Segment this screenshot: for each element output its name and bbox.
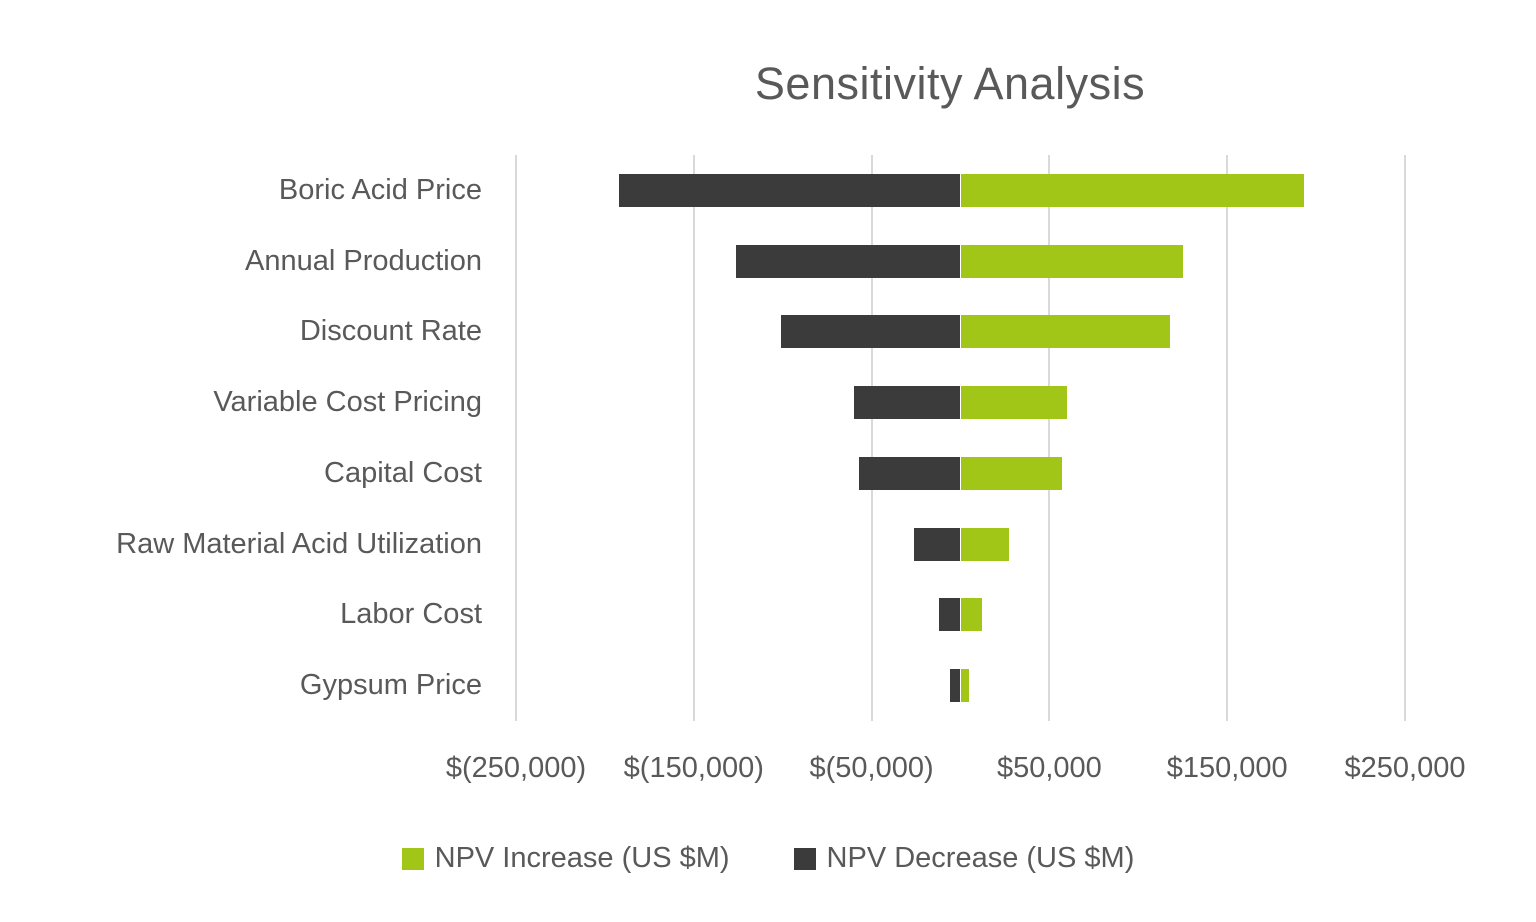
y-axis-category-labels: Boric Acid Price Annual Production Discoun… bbox=[0, 155, 482, 721]
bar-npv-decrease bbox=[619, 173, 961, 207]
x-axis-tick-label: $(250,000) bbox=[445, 752, 587, 784]
category-label: Labor Cost bbox=[340, 598, 482, 631]
gridline bbox=[1226, 155, 1229, 721]
bar-npv-increase bbox=[960, 315, 1171, 349]
legend-item: NPV Decrease (US $M) bbox=[793, 842, 1135, 875]
bar-npv-increase bbox=[960, 527, 1009, 561]
gridline bbox=[1048, 155, 1051, 721]
bar-npv-increase bbox=[960, 669, 970, 703]
bar-npv-decrease bbox=[939, 598, 961, 632]
bar-npv-increase bbox=[960, 386, 1068, 420]
bar-npv-decrease bbox=[780, 315, 961, 349]
legend-label: NPV Increase (US $M) bbox=[434, 842, 730, 874]
legend-swatch-icon bbox=[793, 847, 816, 870]
category-label: Gypsum Price bbox=[299, 669, 482, 702]
legend-item: NPV Increase (US $M) bbox=[401, 842, 730, 875]
bar-npv-increase bbox=[960, 244, 1183, 278]
chart-title: Sensitivity Analysis bbox=[754, 58, 1146, 109]
category-label: Annual Production bbox=[245, 244, 482, 277]
x-axis-tick-label: $50,000 bbox=[996, 752, 1102, 784]
bar-npv-increase bbox=[960, 598, 982, 632]
x-axis-tick-label: $(150,000) bbox=[623, 752, 764, 784]
legend-swatch-icon bbox=[401, 847, 424, 870]
x-axis-tick-label: $(50,000) bbox=[809, 752, 934, 784]
bar-npv-increase bbox=[960, 173, 1304, 207]
bar-npv-increase bbox=[960, 456, 1062, 490]
bar-npv-decrease bbox=[914, 527, 961, 561]
category-label: Variable Cost Pricing bbox=[213, 386, 482, 419]
bar-npv-decrease bbox=[853, 386, 961, 420]
category-label: Raw Material Acid Utilization bbox=[116, 527, 482, 560]
bar-npv-decrease bbox=[859, 456, 961, 490]
legend-label: NPV Decrease (US $M) bbox=[826, 842, 1135, 874]
gridline bbox=[1404, 155, 1406, 721]
category-label: Capital Cost bbox=[324, 456, 482, 489]
x-axis-tick-label: $150,000 bbox=[1166, 752, 1288, 784]
plot-area bbox=[515, 155, 1406, 721]
gridline bbox=[515, 155, 517, 721]
gridline bbox=[870, 155, 873, 721]
category-label: Discount Rate bbox=[299, 315, 482, 348]
bar-npv-decrease bbox=[949, 669, 961, 703]
bar-npv-decrease bbox=[736, 244, 961, 278]
x-axis-tick-label: $250,000 bbox=[1344, 752, 1466, 784]
x-axis-tick-labels: $(250,000) $(150,000) $(50,000) $50,000 $150… bbox=[0, 752, 1536, 796]
gridline bbox=[692, 155, 695, 721]
chart-legend: NPV Increase (US $M) NPV Decrease (US $M) bbox=[0, 842, 1536, 875]
category-label: Boric Acid Price bbox=[278, 173, 482, 206]
